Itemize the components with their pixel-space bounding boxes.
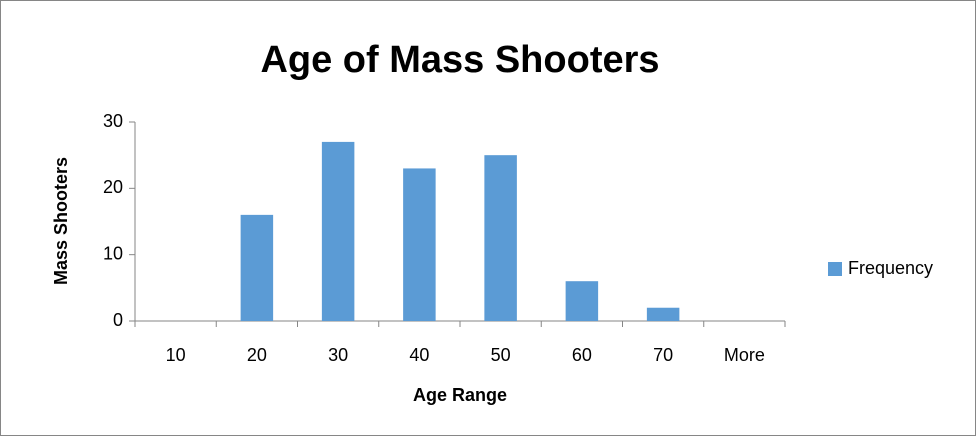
bar (240, 214, 274, 321)
x-tick-label: 70 (653, 345, 673, 365)
bar (321, 141, 355, 321)
x-tick-label: 10 (166, 345, 186, 365)
bar (484, 155, 517, 321)
y-tick-label: 0 (113, 310, 123, 330)
y-tick-label: 10 (103, 243, 123, 263)
chart-title: Age of Mass Shooters (260, 39, 659, 81)
x-tick-label: 50 (491, 345, 511, 365)
bar (565, 281, 599, 321)
bar (403, 168, 436, 321)
x-axis-label: Age Range (413, 385, 507, 405)
y-tick-label: 20 (103, 177, 123, 197)
bar (646, 307, 680, 321)
legend-swatch (828, 262, 842, 276)
x-tick-label: 40 (409, 345, 429, 365)
x-tick-label: More (724, 345, 765, 365)
x-tick-label: 30 (328, 345, 348, 365)
x-tick-label: 60 (572, 345, 592, 365)
x-tick-label: 20 (247, 345, 267, 365)
y-axis-label: Mass Shooters (51, 157, 71, 285)
legend-label: Frequency (848, 258, 933, 278)
y-tick-label: 30 (103, 111, 123, 131)
